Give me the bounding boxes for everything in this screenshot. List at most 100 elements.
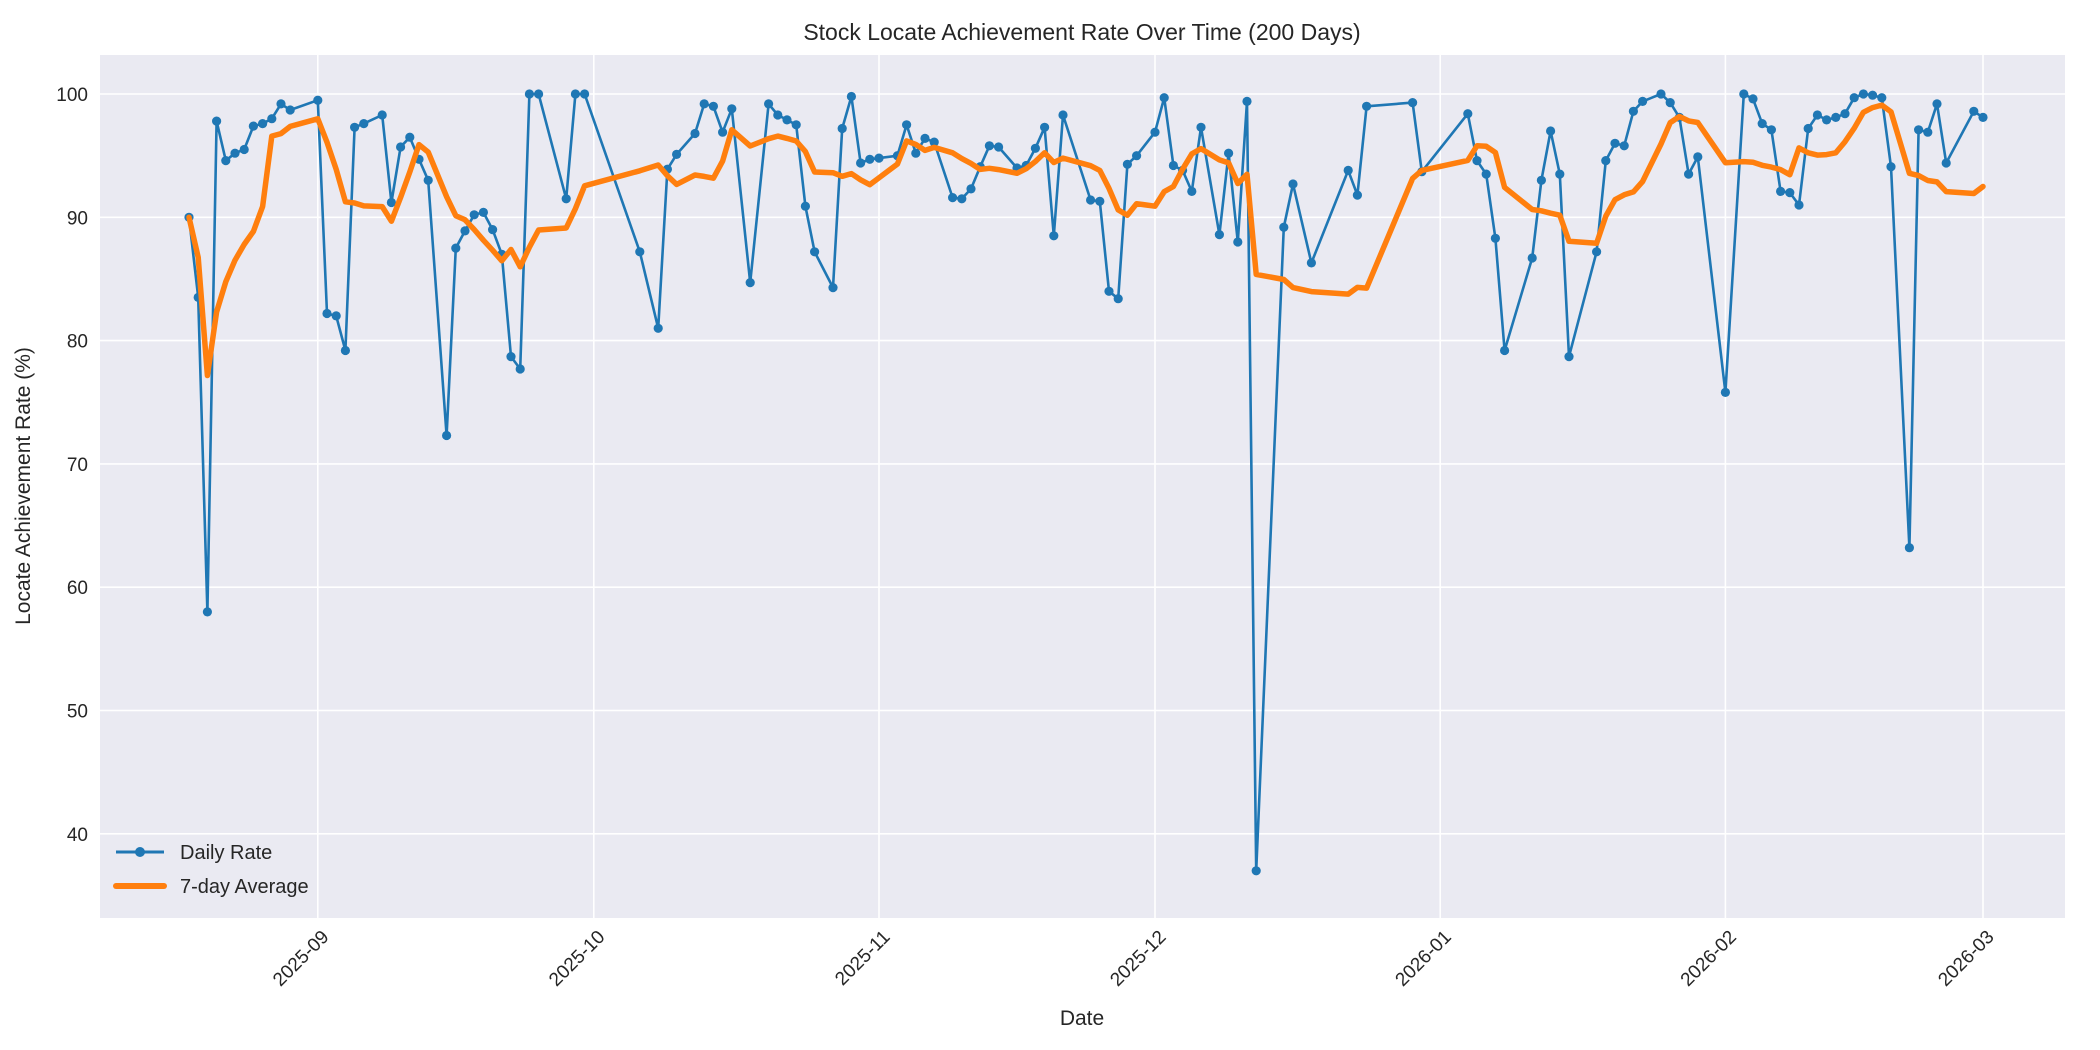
daily-rate-point <box>1527 253 1537 263</box>
daily-rate-point <box>1168 160 1178 171</box>
legend: Daily Rate 7-day Average <box>113 842 309 898</box>
daily-rate-point <box>1776 186 1786 196</box>
daily-rate-point <box>1095 196 1105 206</box>
daily-rate-point <box>1803 123 1813 134</box>
daily-rate-point <box>1739 89 1749 99</box>
daily-rate-point <box>1628 106 1638 116</box>
daily-rate-marker-swatch <box>135 847 145 857</box>
daily-rate-point <box>1472 156 1482 166</box>
daily-rate-point <box>1794 200 1804 210</box>
daily-rate-point <box>221 156 231 166</box>
daily-rate-line <box>187 92 1984 873</box>
daily-rate-point <box>1049 231 1059 241</box>
daily-rate-point <box>1122 159 1132 169</box>
daily-rate-point <box>1684 169 1694 179</box>
daily-rate-point <box>994 142 1004 152</box>
daily-rate-point <box>423 175 433 185</box>
daily-rate-point <box>708 101 719 111</box>
daily-rate-point <box>1343 165 1353 175</box>
x-tick-label: 2025-10 <box>545 927 609 991</box>
daily-rate-point <box>1877 93 1887 103</box>
daily-rate-point <box>460 226 470 236</box>
daily-rate-point <box>828 283 838 293</box>
daily-rate-point <box>561 194 571 204</box>
daily-rate-point <box>1812 110 1822 120</box>
daily-rate-point <box>929 137 939 147</box>
daily-rate-point <box>451 243 461 253</box>
daily-rate-point <box>718 127 728 137</box>
daily-rate-point <box>1546 126 1556 136</box>
daily-rate-point <box>1868 90 1878 100</box>
daily-rate-point <box>1766 125 1776 135</box>
daily-rate-point <box>1592 247 1602 257</box>
legend-item-average: 7-day Average <box>113 876 309 898</box>
series-lines <box>184 89 1988 876</box>
daily-rate-point <box>773 110 783 120</box>
daily-rate-point <box>1564 352 1574 362</box>
daily-rate-point <box>1086 195 1096 205</box>
y-tick-label: 70 <box>67 455 88 476</box>
daily-rate-point <box>1104 286 1114 296</box>
daily-rate-point <box>1279 222 1289 232</box>
daily-rate-point <box>1352 190 1362 200</box>
daily-rate-point <box>488 225 498 235</box>
daily-rate-point <box>442 430 452 441</box>
daily-rate-point <box>322 308 332 319</box>
daily-rate-point <box>1610 138 1620 148</box>
daily-rate-point <box>359 119 369 129</box>
daily-rate-point <box>1720 387 1730 397</box>
daily-rate-point <box>580 89 590 99</box>
daily-rate-point <box>202 607 212 617</box>
daily-rate-point <box>1693 152 1703 162</box>
daily-rate-point <box>966 184 976 194</box>
daily-rate-point <box>1849 93 1859 103</box>
x-tick-label: 2026-03 <box>1934 927 1998 991</box>
daily-rate-point <box>258 119 268 129</box>
daily-rate-point <box>1132 151 1142 161</box>
daily-rate-point <box>1214 230 1224 240</box>
daily-rate-point <box>350 122 360 132</box>
x-axis-label: Date <box>1060 1007 1104 1030</box>
daily-rate-point <box>699 99 709 109</box>
daily-rate-point <box>1619 141 1629 151</box>
daily-rate-point <box>846 91 857 102</box>
daily-rate-point <box>331 311 341 321</box>
daily-rate-point <box>396 142 406 152</box>
daily-rate-point <box>1757 119 1767 129</box>
daily-rate-point <box>524 89 535 99</box>
daily-rate-point <box>1923 127 1933 137</box>
daily-rate-point <box>506 352 516 362</box>
daily-rate-point <box>1748 94 1758 104</box>
daily-rate-point <box>1233 237 1243 247</box>
daily-rate-point <box>1831 112 1841 122</box>
daily-rate-point <box>727 104 737 114</box>
daily-rate-point <box>1601 156 1611 166</box>
daily-rate-point <box>1251 866 1261 876</box>
daily-rate-point <box>1288 179 1298 189</box>
gridlines <box>100 55 2065 918</box>
daily-rate-point <box>865 154 875 164</box>
daily-rate-point <box>212 116 222 126</box>
daily-rate-point <box>1840 109 1850 119</box>
daily-rate-point <box>534 89 544 99</box>
daily-rate-point <box>800 201 811 211</box>
daily-rate-point <box>239 144 249 155</box>
daily-rate-point <box>984 141 995 151</box>
daily-rate-point <box>1656 89 1666 99</box>
daily-rate-point <box>920 133 930 143</box>
daily-rate-point <box>635 247 645 257</box>
daily-rate-point <box>570 89 581 99</box>
daily-rate-point <box>405 132 415 142</box>
daily-rate-point <box>672 149 682 159</box>
daily-rate-point <box>1113 294 1123 304</box>
legend-label-average: 7-day Average <box>180 876 309 898</box>
daily-rate-point <box>1463 109 1473 119</box>
daily-rate-point <box>1196 122 1206 132</box>
daily-rate-point <box>1785 188 1795 198</box>
x-tick-label: 2025-11 <box>831 927 894 990</box>
daily-rate-point <box>1978 112 1988 122</box>
daily-rate-point <box>1536 175 1546 185</box>
legend-label-daily: Daily Rate <box>180 842 272 864</box>
daily-rate-point <box>313 95 323 105</box>
